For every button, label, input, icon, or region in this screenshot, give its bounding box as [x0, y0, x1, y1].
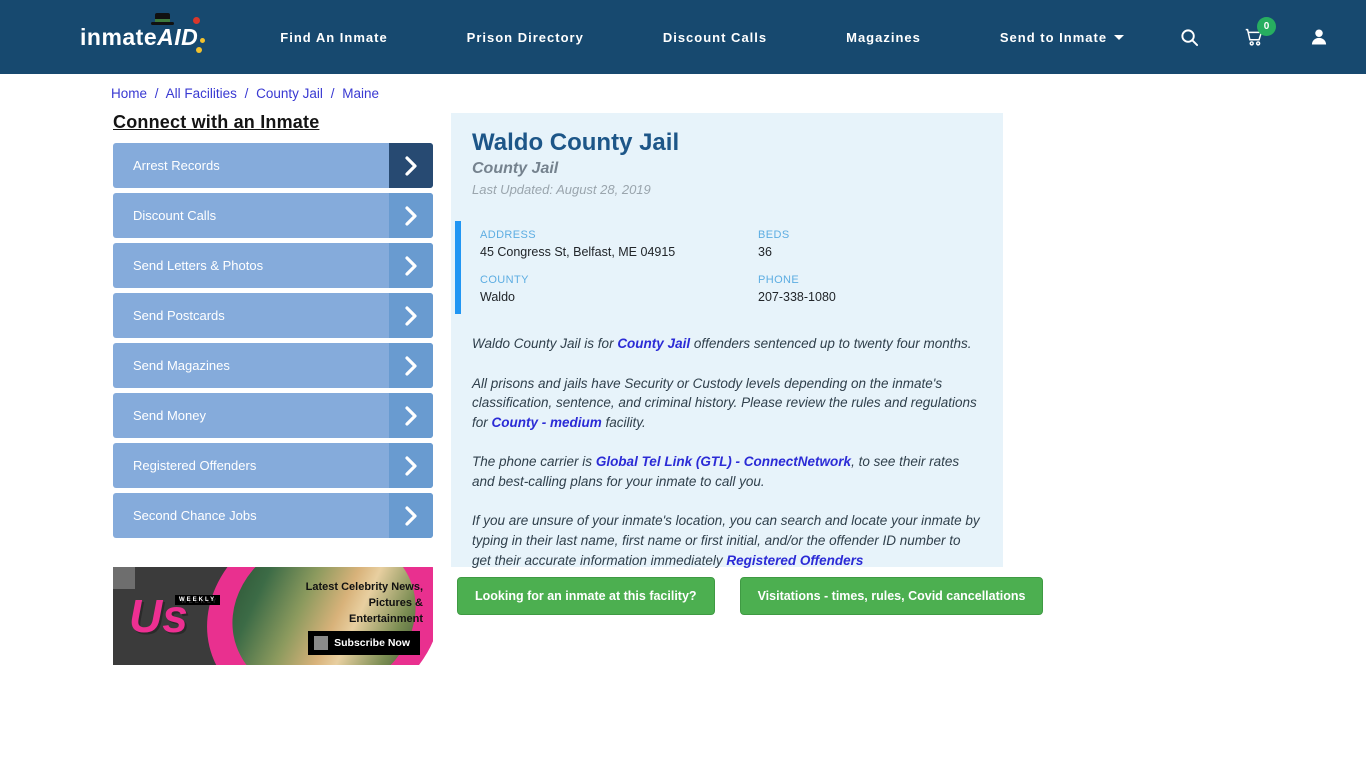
county-jail-link[interactable]: County Jail	[617, 336, 691, 351]
logo-text-aid: AID	[157, 23, 199, 50]
county-medium-link[interactable]: County - medium	[491, 414, 602, 430]
info-county: COUNTY Waldo	[480, 274, 758, 304]
sidebar-heading: Connect with an Inmate	[113, 112, 320, 132]
nav-item-discount-calls[interactable]: Discount Calls	[662, 29, 768, 45]
sidebar-item-send-postcards[interactable]: Send Postcards	[113, 293, 433, 338]
nav-icons: 0	[1180, 17, 1329, 48]
phone-value: 207-338-1080	[758, 290, 836, 304]
nav-item-find-an-inmate[interactable]: Find An Inmate	[280, 29, 388, 45]
ad-gray-square	[113, 567, 135, 589]
facility-info-box: ADDRESS 45 Congress St, Belfast, ME 0491…	[455, 221, 1003, 314]
sidebar-item-discount-calls[interactable]: Discount Calls	[113, 193, 433, 238]
chevron-right-icon	[389, 493, 433, 538]
logo[interactable]: inmate AID	[80, 12, 206, 53]
description-paragraph: All prisons and jails have Security or C…	[472, 375, 977, 430]
sidebar-item-send-money[interactable]: Send Money	[113, 393, 433, 438]
registered-offenders-link[interactable]: Registered Offenders	[726, 552, 864, 568]
county-value: Waldo	[480, 290, 515, 304]
description-paragraph: The phone carrier is Global Tel Link (GT…	[472, 454, 960, 489]
sidebar-item-registered-offenders[interactable]: Registered Offenders	[113, 443, 433, 488]
logo-yellow-dot-icon	[196, 46, 203, 53]
beds-value: 36	[758, 245, 772, 259]
breadcrumb-maine[interactable]: Maine	[342, 86, 379, 101]
logo-yellow-dot-icon	[200, 37, 206, 43]
logo-red-dot-icon	[193, 16, 201, 24]
nav-menu: Find An Inmate Prison Directory Discount…	[280, 29, 1125, 45]
looking-for-inmate-button[interactable]: Looking for an inmate at this facility?	[457, 577, 715, 615]
chevron-right-icon	[389, 193, 433, 238]
visitations-button[interactable]: Visitations - times, rules, Covid cancel…	[739, 577, 1044, 615]
breadcrumb: Home / All Facilities / County Jail / Ma…	[111, 86, 379, 101]
description-paragraph: If you are unsure of your inmate's locat…	[472, 513, 980, 568]
nav-item-send-to-inmate[interactable]: Send to Inmate	[1000, 30, 1125, 45]
breadcrumb-separator: /	[154, 86, 159, 101]
info-beds: BEDS 36	[758, 229, 1003, 259]
address-label: ADDRESS	[480, 229, 536, 241]
sidebar-item-second-chance-jobs[interactable]: Second Chance Jobs	[113, 493, 433, 538]
sidebar-item-send-magazines[interactable]: Send Magazines	[113, 343, 433, 388]
facility-panel: Waldo County Jail County Jail Last Updat…	[451, 113, 1003, 568]
ad-brand-logo: Us WEEKLY	[129, 589, 221, 643]
info-phone: PHONE 207-338-1080	[758, 274, 1003, 304]
breadcrumb-home[interactable]: Home	[111, 86, 148, 101]
phone-label: PHONE	[758, 274, 800, 286]
us-weekly-ad-banner[interactable]: Us WEEKLY Latest Celebrity News, Picture…	[113, 567, 433, 665]
chevron-right-icon	[389, 243, 433, 288]
chevron-right-icon	[389, 393, 433, 438]
chevron-right-icon	[389, 343, 433, 388]
facility-title: Waldo County Jail	[472, 129, 680, 156]
info-address: ADDRESS 45 Congress St, Belfast, ME 0491…	[480, 229, 758, 259]
breadcrumb-separator: /	[244, 86, 249, 101]
breadcrumb-county-jail[interactable]: County Jail	[256, 86, 323, 101]
nav-item-prison-directory[interactable]: Prison Directory	[466, 29, 584, 45]
beds-label: BEDS	[758, 229, 790, 241]
chevron-right-icon	[389, 143, 433, 188]
ad-text: Latest Celebrity News, Pictures & Entert…	[305, 581, 423, 625]
sidebar-item-arrest-records[interactable]: Arrest Records	[113, 143, 433, 188]
ad-button-gray-square	[314, 636, 329, 650]
breadcrumb-separator: /	[330, 86, 335, 101]
chevron-right-icon	[389, 293, 433, 338]
user-icon[interactable]	[1309, 27, 1329, 47]
nav-item-magazines[interactable]: Magazines	[846, 29, 921, 45]
facility-type: County Jail	[472, 160, 559, 177]
breadcrumb-all-facilities[interactable]: All Facilities	[165, 86, 237, 101]
ad-subscribe-button[interactable]: Subscribe Now	[308, 631, 420, 655]
cart-badge: 0	[1257, 17, 1277, 36]
pilgrim-hat-icon	[151, 12, 175, 25]
action-buttons: Looking for an inmate at this facility? …	[457, 577, 1044, 615]
county-label: COUNTY	[480, 274, 529, 286]
description-paragraph: Waldo County Jail is for County Jail off…	[472, 336, 972, 351]
search-icon[interactable]	[1180, 28, 1199, 47]
last-updated: Last Updated: August 28, 2019	[472, 182, 651, 197]
top-navbar: inmate AID Find An Inmate Prison Director…	[0, 0, 1366, 74]
gtl-connectnetwork-link[interactable]: Global Tel Link (GTL) - ConnectNetwork	[595, 454, 852, 470]
ad-brand-sub-label: WEEKLY	[175, 595, 221, 605]
address-value: 45 Congress St, Belfast, ME 04915	[480, 245, 676, 259]
chevron-right-icon	[389, 443, 433, 488]
chevron-down-icon	[1114, 34, 1125, 40]
sidebar: Connect with an Inmate Arrest Records Di…	[113, 112, 433, 665]
cart-icon[interactable]: 0	[1243, 17, 1277, 48]
sidebar-item-send-letters-photos[interactable]: Send Letters & Photos	[113, 243, 433, 288]
logo-text-inmate: inmate	[80, 23, 158, 50]
